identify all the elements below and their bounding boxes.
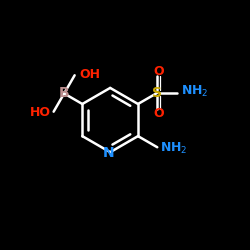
Text: OH: OH (79, 68, 100, 80)
Text: S: S (152, 86, 162, 100)
Text: O: O (153, 65, 164, 78)
Text: O: O (153, 108, 164, 120)
Text: B: B (59, 86, 70, 101)
Text: HO: HO (30, 106, 51, 120)
Text: NH$_2$: NH$_2$ (160, 141, 187, 156)
Text: N: N (103, 146, 115, 160)
Text: NH$_2$: NH$_2$ (181, 84, 208, 99)
